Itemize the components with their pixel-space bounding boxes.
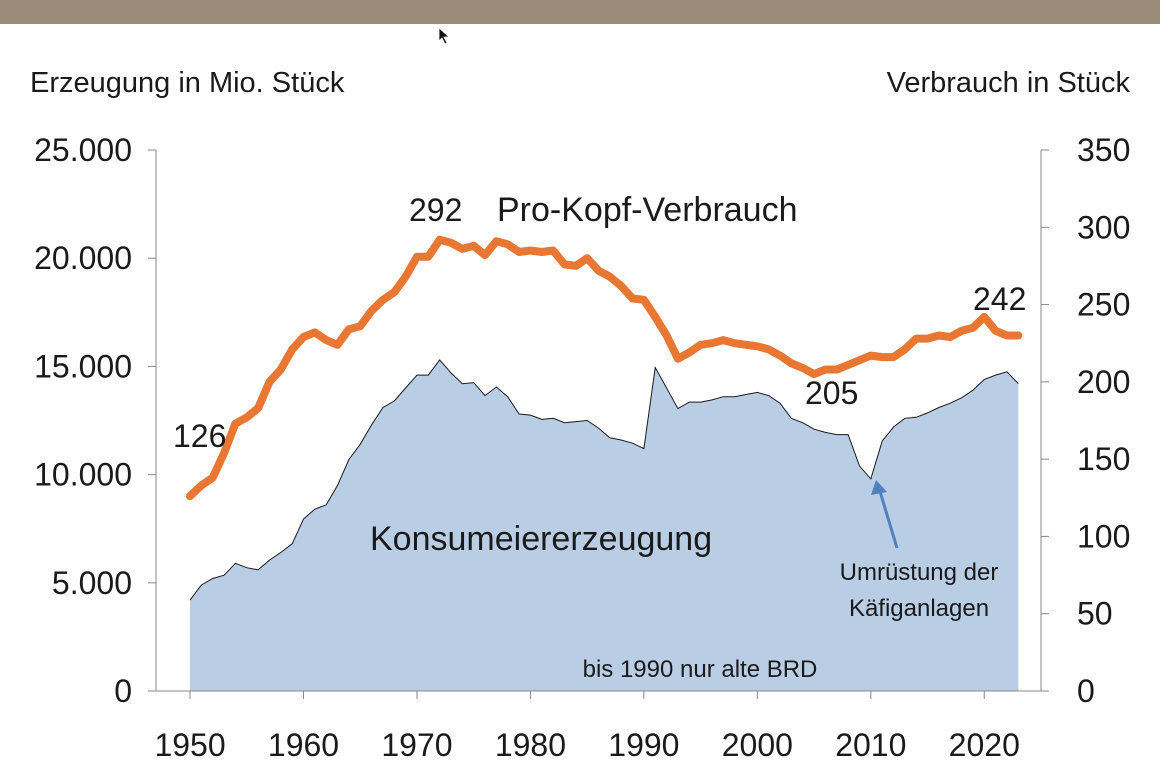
left-tick-label: 10.000: [34, 457, 132, 493]
x-tick-label: 1950: [154, 727, 225, 763]
right-tick-label: 150: [1077, 441, 1130, 477]
right-axis-title: Verbrauch in Stück: [887, 67, 1131, 99]
production-series-label: Konsumeiererzeugung: [370, 520, 712, 558]
production-area-layer: [189, 359, 1019, 691]
start-value-label: 126: [173, 418, 226, 454]
top-bar: [0, 0, 1160, 24]
cage-note-arrow: [877, 487, 899, 549]
right-tick-label: 0: [1077, 673, 1095, 709]
left-tick-label: 15.000: [34, 348, 132, 384]
left-tick-label: 20.000: [34, 240, 132, 276]
mouse-cursor-icon: [438, 27, 451, 45]
right-tick-label: 200: [1077, 364, 1130, 400]
x-tick-label: 2020: [949, 727, 1020, 763]
right-tick-label: 300: [1077, 209, 1130, 245]
x-tick-label: 2010: [835, 727, 906, 763]
left-tick-label: 0: [114, 673, 132, 709]
recent-value-label: 242: [973, 281, 1026, 317]
left-axis-title: Erzeugung in Mio. Stück: [30, 67, 345, 99]
left-tick-label: 5.000: [52, 565, 132, 601]
cage-note-line-2: Käfiganlagen: [849, 595, 989, 622]
consumption-series-label: Pro-Kopf-Verbrauch: [497, 191, 798, 229]
x-tick-label: 2000: [722, 727, 793, 763]
consumption-line: [186, 235, 1023, 501]
peak-value-label: 292: [409, 192, 462, 228]
right-tick-label: 100: [1077, 518, 1130, 554]
x-tick-label: 1960: [268, 727, 339, 763]
consumption-line-layer: [186, 235, 1023, 501]
right-tick-label: 250: [1077, 287, 1130, 323]
low-value-label: 205: [805, 375, 858, 411]
x-tick-label: 1970: [381, 727, 452, 763]
cage-note-line-1: Umrüstung der: [840, 559, 999, 586]
region-note: bis 1990 nur alte BRD: [583, 656, 818, 683]
x-tick-label: 1990: [608, 727, 679, 763]
right-tick-label: 50: [1077, 596, 1113, 632]
production-area: [190, 359, 1019, 691]
left-tick-label: 25.000: [34, 132, 132, 168]
axes: 0 5.000 10.000 15.000 20.000 25.000 0 50 100 150 2…: [34, 132, 1130, 763]
cage-note-arrowhead: [871, 480, 887, 495]
x-tick-label: 1980: [495, 727, 566, 763]
right-tick-label: 350: [1077, 132, 1130, 168]
production-area-outline: [189, 359, 1019, 601]
